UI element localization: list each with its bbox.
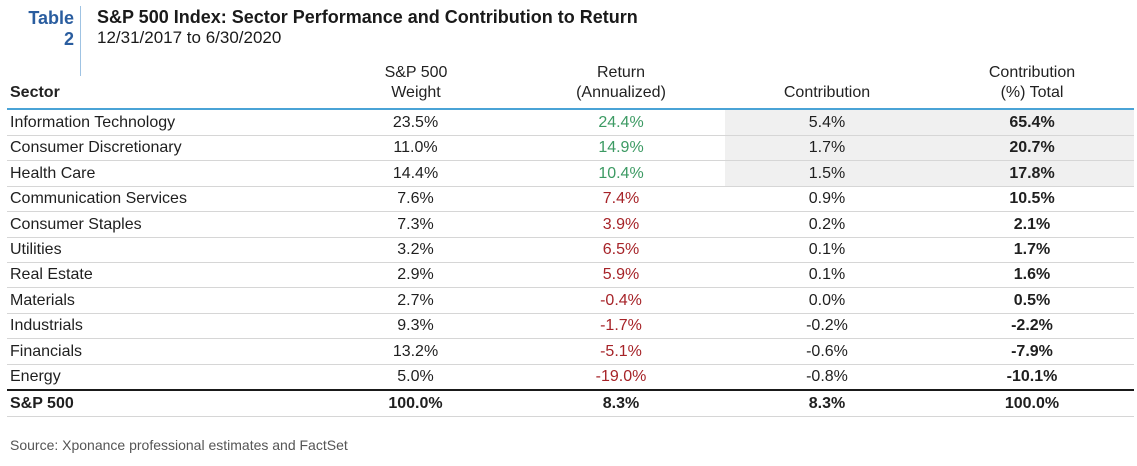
row-sector: Information Technology bbox=[10, 114, 176, 131]
row-sector: Communication Services bbox=[10, 190, 187, 208]
row-return: -19.0% bbox=[595, 368, 647, 385]
row-total-share: -10.1% bbox=[1006, 368, 1058, 385]
row-return: -0.4% bbox=[600, 291, 642, 309]
header-return-line1: Return bbox=[596, 64, 646, 81]
row-total-share: 2.1% bbox=[1013, 215, 1051, 233]
total-weight: 100.0% bbox=[388, 395, 443, 412]
row-total-share: 1.6% bbox=[1013, 266, 1051, 284]
row-weight: 2.7% bbox=[397, 291, 434, 309]
table-row: Utilities 3.2% 6.5% 0.1% 1.7% bbox=[7, 237, 1134, 263]
row-total-share: 1.7% bbox=[1013, 241, 1051, 258]
total-sector: S&P 500 bbox=[10, 395, 74, 412]
row-weight: 11.0% bbox=[393, 139, 438, 157]
header-sector: Sector bbox=[10, 84, 60, 101]
table-row: Industrials 9.3% -1.7% -0.2% -2.2% bbox=[7, 313, 1134, 340]
table-subtitle: 12/31/2017 to 6/30/2020 bbox=[97, 28, 282, 47]
row-contribution: 5.4% bbox=[808, 114, 846, 131]
row-contribution: 0.1% bbox=[808, 241, 846, 258]
table-label-word: Table bbox=[28, 8, 74, 28]
total-contribution: 8.3% bbox=[808, 395, 846, 412]
row-return: 7.4% bbox=[602, 190, 640, 208]
row-return: -5.1% bbox=[600, 342, 642, 360]
row-weight: 13.2% bbox=[392, 342, 439, 360]
row-contribution: 0.1% bbox=[808, 266, 846, 284]
row-contribution: 0.2% bbox=[808, 215, 846, 233]
header-total: Contribution (%) Total bbox=[962, 63, 1102, 103]
header-return-line2: (Annualized) bbox=[576, 84, 666, 101]
row-return: 5.9% bbox=[602, 266, 640, 284]
row-sector: Consumer Staples bbox=[10, 215, 142, 233]
row-weight: 3.2% bbox=[397, 241, 434, 258]
table-row: Health Care 14.4% 10.4% 1.5% 17.8% bbox=[7, 161, 1134, 187]
table-label: Table 2 bbox=[10, 8, 74, 76]
table-row: Consumer Discretionary 11.0% 14.9% 1.7% 20.7… bbox=[7, 135, 1134, 162]
label-divider bbox=[80, 6, 81, 76]
table-title: S&P 500 Index: Sector Performance and Co… bbox=[97, 7, 638, 27]
table-row: Real Estate 2.9% 5.9% 0.1% 1.6% bbox=[7, 262, 1134, 289]
row-contribution: -0.8% bbox=[806, 368, 848, 385]
row-total-share: 17.8% bbox=[1009, 164, 1055, 182]
header-contribution: Contribution bbox=[783, 84, 871, 101]
row-contribution: -0.6% bbox=[806, 342, 848, 360]
total-return: 8.3% bbox=[602, 395, 640, 412]
row-weight: 23.5% bbox=[392, 114, 439, 131]
row-contribution: -0.2% bbox=[806, 317, 848, 335]
row-sector: Industrials bbox=[10, 317, 83, 335]
row-contribution: 1.5% bbox=[808, 164, 846, 182]
row-sector: Health Care bbox=[10, 164, 96, 182]
row-weight: 2.9% bbox=[397, 266, 434, 284]
row-return: 6.5% bbox=[602, 241, 640, 258]
total-share: 100.0% bbox=[1004, 395, 1060, 412]
row-contribution: 0.0% bbox=[808, 291, 846, 309]
row-contribution: 0.9% bbox=[808, 190, 846, 208]
table-row: Consumer Staples 7.3% 3.9% 0.2% 2.1% bbox=[7, 212, 1134, 238]
table-row: Materials 2.7% -0.4% 0.0% 0.5% bbox=[7, 288, 1134, 314]
source-note: Source: Xponance professional estimates … bbox=[10, 437, 348, 453]
total-row: S&P 500 100.0% 8.3% 8.3% 100.0% bbox=[7, 389, 1134, 417]
row-return: -1.7% bbox=[600, 317, 642, 335]
row-sector: Energy bbox=[10, 368, 61, 385]
row-sector: Materials bbox=[10, 291, 75, 309]
table-row: Financials 13.2% -5.1% -0.6% -7.9% bbox=[7, 339, 1134, 365]
row-return: 14.9% bbox=[598, 139, 644, 157]
table-label-number: 2 bbox=[63, 29, 74, 49]
row-total-share: -7.9% bbox=[1011, 342, 1053, 360]
table-row: Energy 5.0% -19.0% -0.8% -10.1% bbox=[7, 364, 1134, 390]
row-return: 24.4% bbox=[598, 114, 644, 131]
row-contribution: 1.7% bbox=[808, 139, 846, 157]
row-total-share: 20.7% bbox=[1009, 139, 1055, 157]
row-weight: 9.3% bbox=[397, 317, 434, 335]
header-weight: S&P 500 Weight bbox=[356, 63, 476, 103]
table-row: Information Technology 23.5% 24.4% 5.4% 65.4… bbox=[7, 110, 1134, 136]
row-weight: 14.4% bbox=[392, 164, 439, 182]
row-sector: Financials bbox=[10, 342, 83, 360]
header-rule bbox=[7, 108, 1134, 110]
row-return: 3.9% bbox=[602, 215, 640, 233]
row-sector: Consumer Discretionary bbox=[10, 139, 182, 157]
row-weight: 7.6% bbox=[397, 190, 434, 208]
header-weight-line2: Weight bbox=[391, 84, 441, 101]
row-sector: Real Estate bbox=[10, 266, 93, 284]
row-sector: Utilities bbox=[10, 241, 62, 258]
row-total-share: 10.5% bbox=[1009, 190, 1055, 208]
row-weight: 7.3% bbox=[397, 215, 434, 233]
table-row: Communication Services 7.6% 7.4% 0.9% 10.5% bbox=[7, 186, 1134, 213]
header-total-line1: Contribution bbox=[988, 64, 1076, 81]
row-total-share: 0.5% bbox=[1013, 291, 1051, 309]
row-return: 10.4% bbox=[598, 164, 644, 182]
row-total-share: -2.2% bbox=[1011, 317, 1053, 335]
row-total-share: 65.4% bbox=[1009, 114, 1055, 131]
header-return: Return (Annualized) bbox=[556, 63, 686, 103]
highlight-band bbox=[725, 110, 1134, 186]
header-weight-line1: S&P 500 bbox=[384, 64, 448, 81]
row-weight: 5.0% bbox=[397, 368, 434, 385]
header-total-line2: (%) Total bbox=[1000, 84, 1064, 101]
